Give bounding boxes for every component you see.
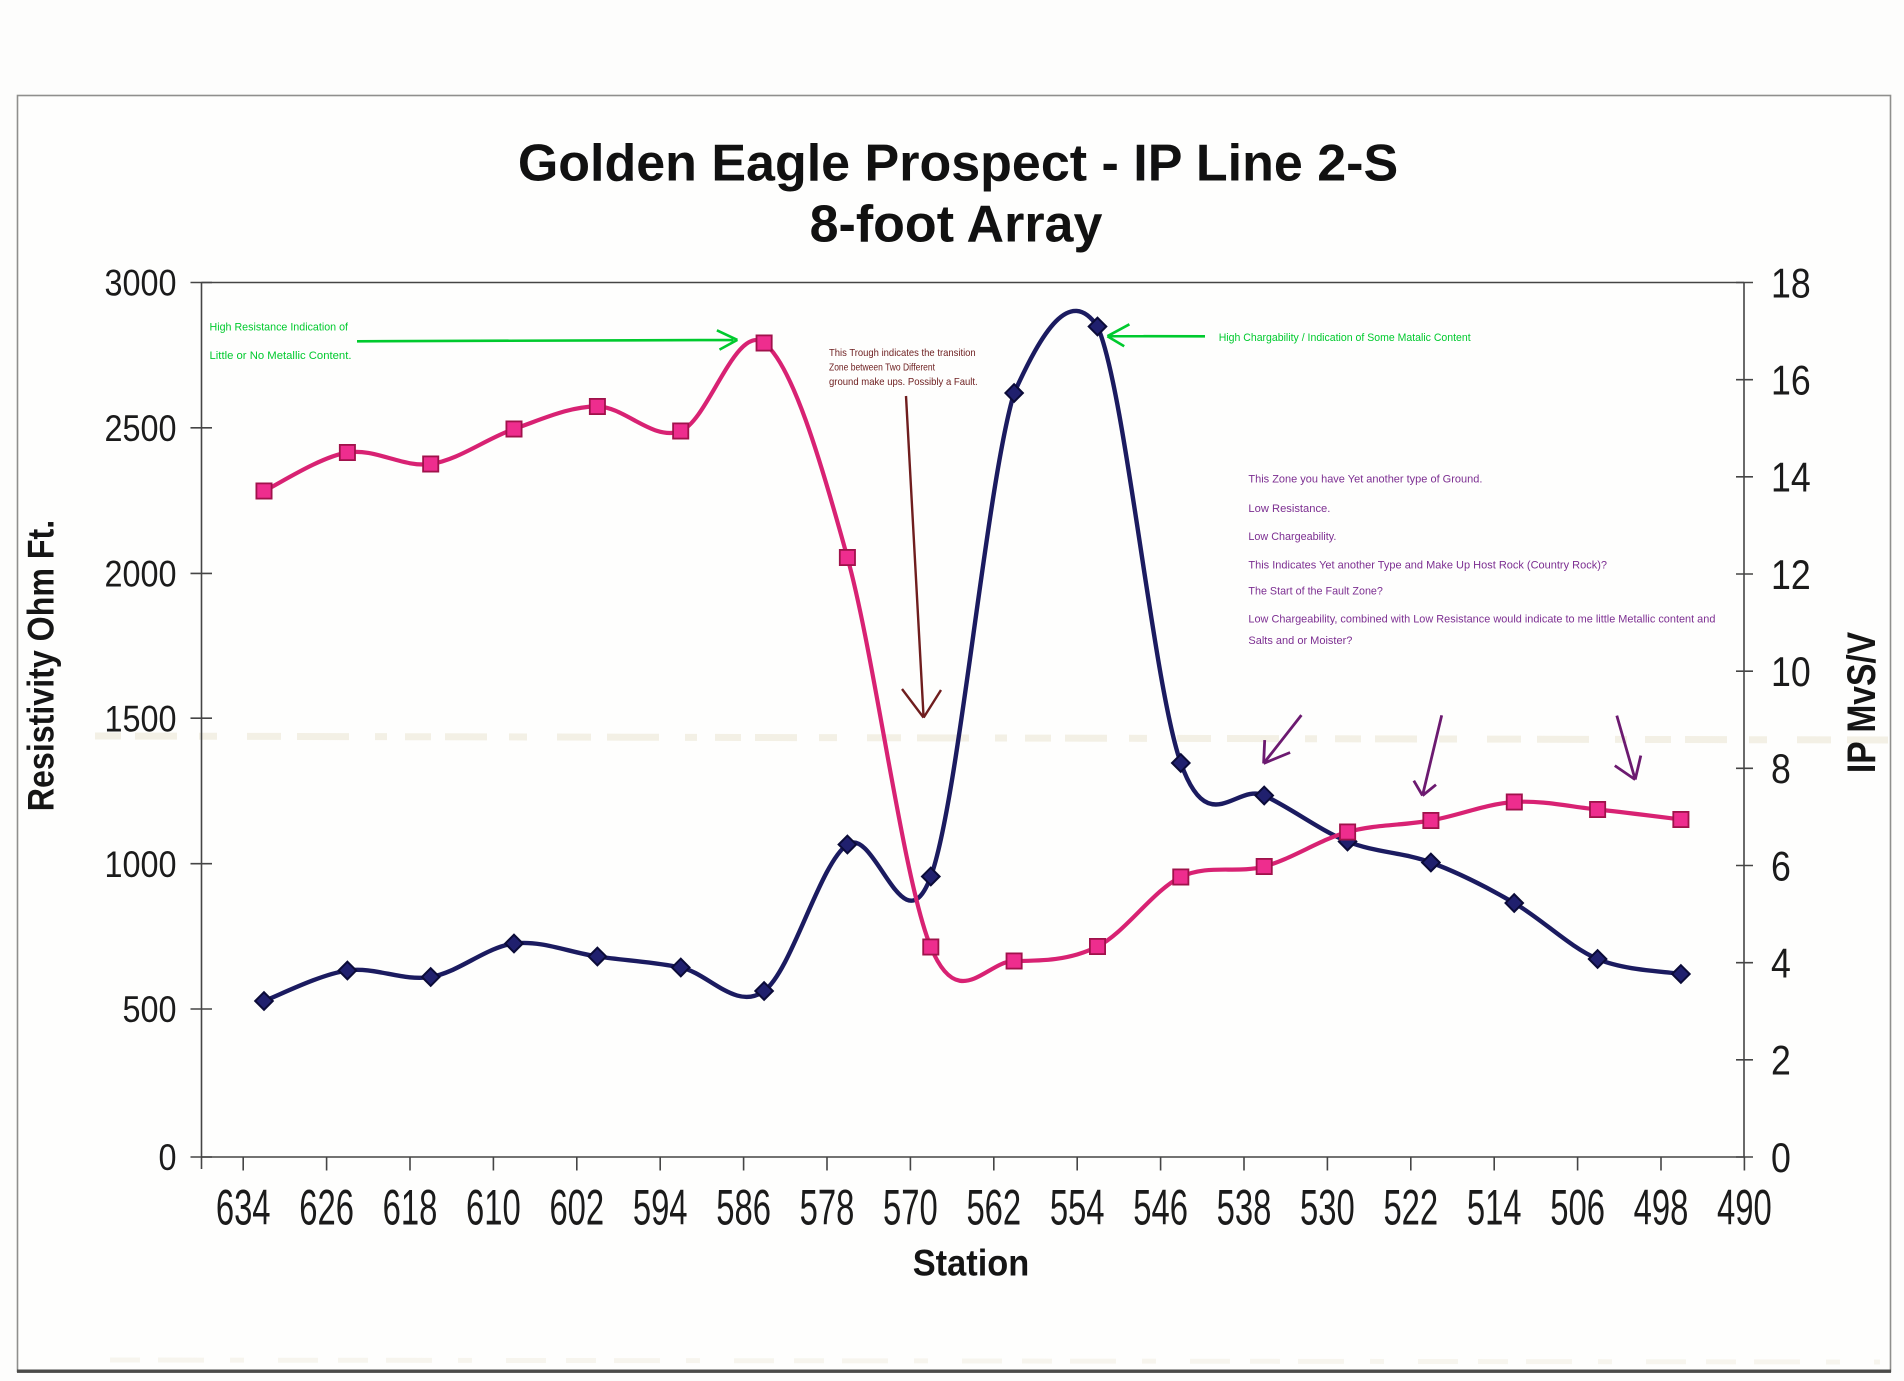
svg-text:Low Resistance.: Low Resistance. [1248, 503, 1330, 515]
svg-text:This Zone you have Yet another: This Zone you have Yet another type of G… [1248, 474, 1482, 486]
svg-text:1000: 1000 [105, 845, 177, 885]
svg-text:626: 626 [299, 1180, 354, 1236]
svg-text:Low Chargeability, combined wi: Low Chargeability, combined with Low Res… [1248, 614, 1715, 626]
svg-text:500: 500 [123, 990, 177, 1030]
svg-text:High Chargability / Indication: High Chargability / Indication of Some M… [1219, 332, 1471, 344]
svg-text:586: 586 [716, 1180, 771, 1236]
svg-text:2000: 2000 [105, 555, 177, 595]
svg-text:3000: 3000 [105, 264, 177, 304]
svg-text:602: 602 [549, 1180, 604, 1236]
svg-text:High Resistance Indication of: High Resistance Indication of [210, 322, 349, 334]
svg-text:618: 618 [383, 1180, 438, 1236]
svg-text:ground make ups. Possibly a F: ground make ups. Possibly a Fault. [829, 376, 978, 388]
svg-text:514: 514 [1467, 1180, 1522, 1236]
svg-text:594: 594 [633, 1180, 688, 1236]
svg-text:634: 634 [216, 1180, 271, 1236]
svg-text:The Start of the Fault Zone?: The Start of the Fault Zone? [1248, 585, 1383, 597]
svg-text:Little or No Metallic Content.: Little or No Metallic Content. [210, 350, 352, 362]
svg-text:Low Chargeability.: Low Chargeability. [1248, 531, 1336, 543]
svg-text:578: 578 [800, 1180, 855, 1236]
svg-text:Salts and or Moister?: Salts and or Moister? [1248, 635, 1352, 647]
svg-text:530: 530 [1300, 1180, 1355, 1236]
svg-text:Golden Eagle Prospect - IP Lin: Golden Eagle Prospect - IP Line 2-S [518, 135, 1398, 193]
svg-text:554: 554 [1050, 1180, 1105, 1236]
svg-text:Station: Station [913, 1242, 1030, 1283]
svg-text:6: 6 [1771, 844, 1791, 890]
svg-text:1500: 1500 [105, 699, 177, 739]
svg-text:4: 4 [1771, 941, 1791, 987]
svg-text:546: 546 [1133, 1180, 1188, 1236]
svg-text:498: 498 [1634, 1180, 1689, 1236]
svg-text:8-foot Array: 8-foot Array [810, 196, 1103, 254]
svg-text:14: 14 [1771, 455, 1811, 501]
svg-text:2500: 2500 [105, 409, 177, 449]
svg-text:0: 0 [1771, 1135, 1791, 1181]
svg-text:12: 12 [1771, 552, 1811, 598]
svg-text:16: 16 [1771, 358, 1811, 404]
svg-text:IP MvS/V: IP MvS/V [1839, 632, 1883, 774]
svg-text:562: 562 [966, 1180, 1021, 1236]
svg-text:570: 570 [883, 1180, 938, 1236]
svg-text:Zone between Two Different: Zone between Two Different [829, 361, 935, 373]
svg-text:522: 522 [1383, 1180, 1438, 1236]
svg-text:Resistivity Ohm Ft.: Resistivity Ohm Ft. [21, 520, 62, 811]
svg-text:8: 8 [1771, 747, 1791, 793]
svg-text:0: 0 [159, 1138, 177, 1178]
svg-text:10: 10 [1771, 649, 1811, 695]
svg-text:This Indicates Yet another Ty: This Indicates Yet another Type and Make… [1248, 560, 1607, 572]
svg-text:490: 490 [1717, 1180, 1772, 1236]
svg-text:610: 610 [466, 1180, 521, 1236]
svg-text:538: 538 [1217, 1180, 1272, 1236]
svg-text:This Trough indicates the tran: This Trough indicates the transition [829, 347, 976, 359]
svg-text:506: 506 [1550, 1180, 1605, 1236]
svg-text:18: 18 [1771, 261, 1811, 307]
svg-text:2: 2 [1771, 1038, 1791, 1084]
